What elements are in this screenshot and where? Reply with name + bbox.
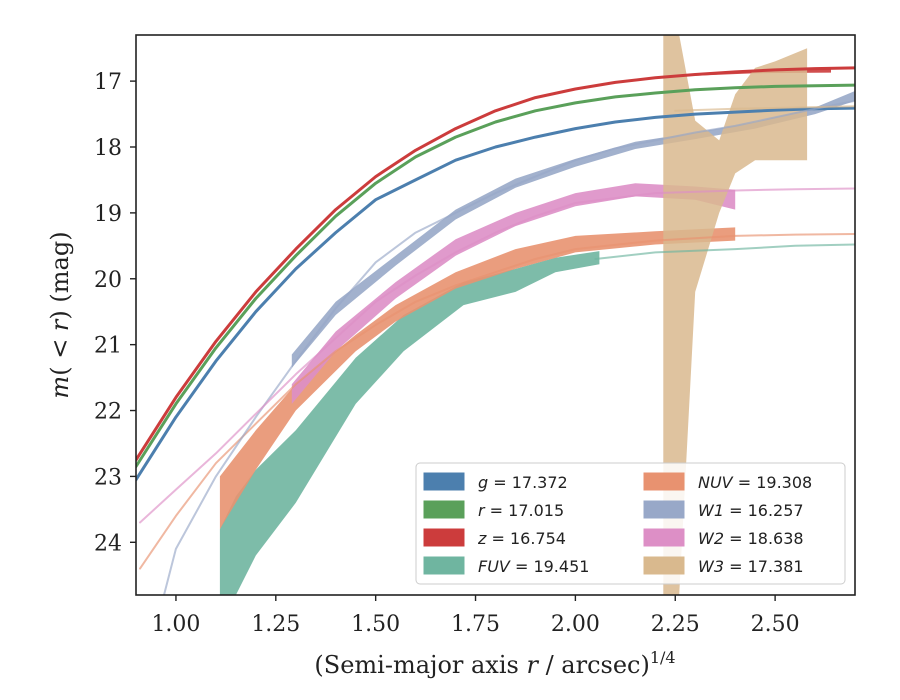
legend: g = 17.372 r = 17.015 z = 16.754 FUV = 19.4… — [415, 462, 846, 585]
legend-swatch-r — [423, 500, 465, 519]
legend-label-g: g = 17.372 — [478, 473, 568, 492]
band-fuv — [219, 251, 600, 595]
legend-label-w1: W1 = 16.257 — [698, 501, 804, 520]
legend-swatch-nuv — [643, 472, 685, 491]
y-tick-label: 23 — [94, 465, 122, 490]
band-w3 — [663, 35, 808, 595]
y-tick-label: 20 — [94, 268, 122, 293]
y-tick-label: 17 — [94, 70, 122, 95]
legend-swatch-g — [423, 472, 465, 491]
legend-box — [415, 462, 846, 585]
x-tick-label: 1.00 — [151, 612, 200, 637]
ticks-layer: 1.00 1.25 1.50 1.75 2.00 2.25 2.50 17 18 19 20 21 22… — [94, 70, 800, 637]
legend-label-nuv: NUV = 19.308 — [698, 473, 812, 492]
curve-g — [136, 106, 855, 482]
legend-swatch-w1 — [643, 500, 685, 519]
x-tick-label: 1.50 — [351, 612, 400, 637]
legend-label-w2: W2 = 18.638 — [698, 529, 804, 548]
band-nuv — [219, 227, 736, 530]
legend-swatch-fuv — [423, 556, 465, 575]
x-tick-label: 1.75 — [451, 612, 500, 637]
curve-fuv — [594, 243, 855, 260]
x-tick-label: 2.00 — [551, 612, 600, 637]
legend-swatch-w2 — [643, 528, 685, 547]
curve-nuv — [139, 233, 855, 570]
legend-label-fuv: FUV = 19.451 — [478, 557, 589, 576]
y-tick-label: 19 — [94, 202, 122, 227]
x-tick-label: 2.25 — [651, 612, 700, 637]
legend-swatch-w3 — [643, 556, 685, 575]
legend-swatch-z — [423, 528, 465, 547]
curve-r — [136, 83, 855, 468]
plot-frame — [135, 34, 856, 596]
x-axis-label: (Semi-major axis r / arcsec)1/4 — [314, 648, 675, 679]
curve-w3 — [674, 105, 855, 112]
y-tick-label: 24 — [94, 531, 122, 556]
x-tick-label: 1.25 — [251, 612, 300, 637]
y-axis-label: m( < r) (mag) — [46, 231, 74, 398]
curve-w2 — [139, 187, 855, 524]
legend-label-z: z = 16.754 — [477, 529, 566, 548]
y-tick-label: 18 — [94, 136, 122, 161]
legend-label-r: r = 17.015 — [478, 501, 564, 520]
curve-z — [136, 66, 855, 462]
y-tick-label: 21 — [94, 334, 122, 359]
curve-w1 — [163, 99, 855, 595]
x-tick-label: 2.50 — [751, 612, 800, 637]
legend-label-w3: W3 = 17.381 — [698, 557, 804, 576]
data-layer — [136, 35, 855, 595]
y-tick-label: 22 — [94, 400, 122, 425]
